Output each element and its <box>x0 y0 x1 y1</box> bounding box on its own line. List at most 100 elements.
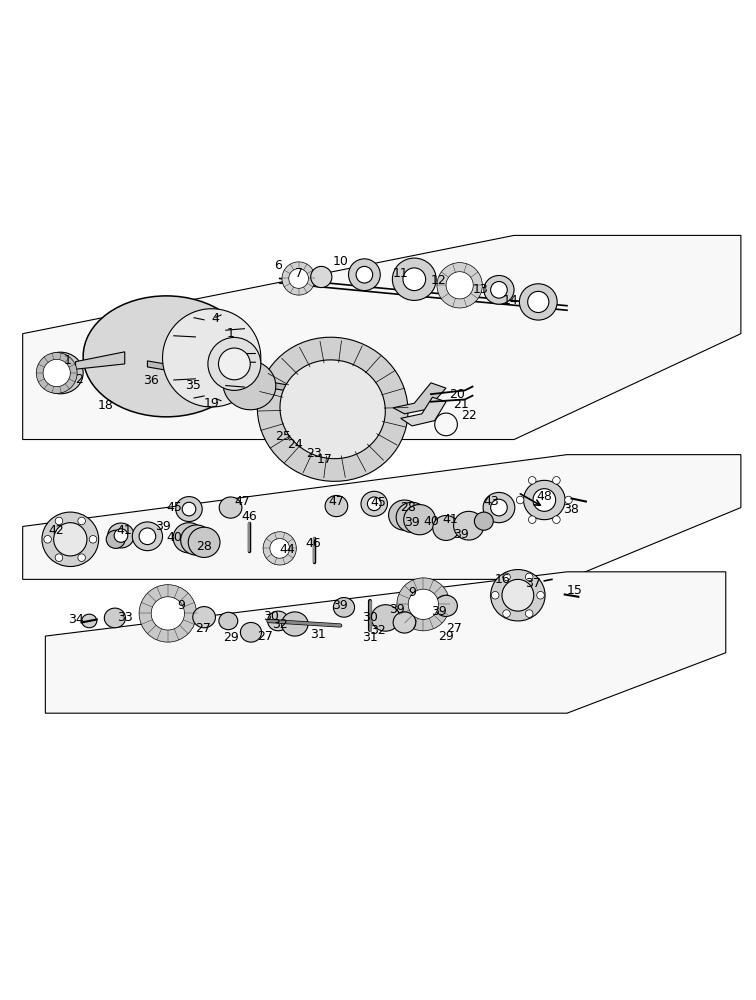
Text: 45: 45 <box>166 501 181 514</box>
Text: 41: 41 <box>117 524 132 537</box>
Ellipse shape <box>38 352 83 394</box>
Ellipse shape <box>188 527 220 557</box>
Ellipse shape <box>163 309 261 407</box>
Ellipse shape <box>333 598 355 617</box>
Ellipse shape <box>208 337 261 390</box>
Text: 30: 30 <box>363 611 378 624</box>
Ellipse shape <box>403 268 426 291</box>
Ellipse shape <box>42 512 98 567</box>
Ellipse shape <box>371 605 400 631</box>
Circle shape <box>36 353 77 393</box>
Ellipse shape <box>54 523 87 556</box>
Ellipse shape <box>43 359 70 387</box>
Text: 47: 47 <box>234 495 249 508</box>
Circle shape <box>270 539 290 558</box>
Ellipse shape <box>491 499 507 516</box>
Circle shape <box>525 610 533 617</box>
Text: 4: 4 <box>212 312 219 325</box>
Text: 19: 19 <box>204 397 219 410</box>
Ellipse shape <box>240 622 262 642</box>
Text: 7: 7 <box>295 267 302 280</box>
Circle shape <box>89 536 97 543</box>
Circle shape <box>78 517 85 525</box>
Ellipse shape <box>349 259 380 291</box>
Text: 36: 36 <box>144 374 159 387</box>
Text: 14: 14 <box>503 294 518 307</box>
Circle shape <box>553 516 560 523</box>
Ellipse shape <box>483 492 515 523</box>
Circle shape <box>397 578 450 631</box>
Text: 32: 32 <box>272 618 287 631</box>
Polygon shape <box>147 361 306 394</box>
Ellipse shape <box>311 266 332 288</box>
Ellipse shape <box>182 502 196 516</box>
Circle shape <box>282 262 315 295</box>
Text: 13: 13 <box>472 283 488 296</box>
Text: 35: 35 <box>185 379 200 392</box>
Text: 39: 39 <box>431 605 446 618</box>
Text: 30: 30 <box>263 610 278 623</box>
Ellipse shape <box>82 614 97 628</box>
Ellipse shape <box>404 505 435 535</box>
Text: 39: 39 <box>333 599 348 612</box>
Text: 29: 29 <box>438 630 454 643</box>
Text: 45: 45 <box>370 496 386 509</box>
Ellipse shape <box>173 523 205 553</box>
Text: 27: 27 <box>195 622 210 635</box>
Ellipse shape <box>268 611 289 631</box>
Circle shape <box>503 573 510 581</box>
Text: 32: 32 <box>370 624 386 637</box>
Text: 1: 1 <box>64 354 72 367</box>
Circle shape <box>528 477 536 484</box>
Ellipse shape <box>502 579 534 611</box>
Text: 16: 16 <box>495 573 510 586</box>
Circle shape <box>537 591 544 599</box>
Circle shape <box>446 272 473 299</box>
Circle shape <box>503 610 510 617</box>
Ellipse shape <box>519 284 557 320</box>
Circle shape <box>289 269 308 288</box>
Ellipse shape <box>325 495 348 517</box>
Text: 9: 9 <box>408 586 416 599</box>
Ellipse shape <box>223 360 276 410</box>
Text: 10: 10 <box>333 255 348 268</box>
Polygon shape <box>45 572 726 713</box>
Polygon shape <box>23 455 741 579</box>
Ellipse shape <box>484 275 514 304</box>
Text: 40: 40 <box>423 515 438 528</box>
Text: 39: 39 <box>155 520 170 533</box>
Circle shape <box>263 532 296 565</box>
Ellipse shape <box>114 529 128 542</box>
Polygon shape <box>393 383 446 414</box>
Text: 33: 33 <box>117 611 132 624</box>
Ellipse shape <box>528 291 549 313</box>
Text: 12: 12 <box>431 274 446 287</box>
Text: 25: 25 <box>276 430 291 443</box>
Circle shape <box>139 585 197 642</box>
Text: 43: 43 <box>484 495 499 508</box>
Circle shape <box>78 554 85 561</box>
Circle shape <box>528 516 536 523</box>
Ellipse shape <box>257 337 408 481</box>
Text: 20: 20 <box>450 388 465 401</box>
Text: 27: 27 <box>446 622 461 635</box>
Text: 47: 47 <box>329 495 344 508</box>
Text: 15: 15 <box>567 584 582 597</box>
Polygon shape <box>23 235 741 440</box>
Ellipse shape <box>435 595 457 616</box>
Ellipse shape <box>491 570 545 621</box>
Circle shape <box>55 554 63 561</box>
Ellipse shape <box>393 612 416 633</box>
Text: 34: 34 <box>68 613 83 626</box>
Ellipse shape <box>132 522 163 551</box>
Text: 28: 28 <box>197 540 212 553</box>
Circle shape <box>55 517 63 525</box>
Ellipse shape <box>367 497 381 511</box>
Ellipse shape <box>432 515 459 540</box>
Text: 29: 29 <box>223 631 238 644</box>
Circle shape <box>553 477 560 484</box>
Text: 11: 11 <box>393 267 408 280</box>
Text: 2: 2 <box>76 373 83 386</box>
Text: 42: 42 <box>49 524 64 537</box>
Text: 39: 39 <box>389 603 404 616</box>
